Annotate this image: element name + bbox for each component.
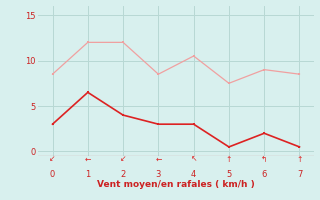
Text: ↰: ↰ (261, 155, 268, 164)
X-axis label: Vent moyen/en rafales ( km/h ): Vent moyen/en rafales ( km/h ) (97, 180, 255, 189)
Text: ↙: ↙ (120, 155, 126, 164)
Text: ↑: ↑ (226, 155, 232, 164)
Text: ↖: ↖ (190, 155, 197, 164)
Text: ←: ← (84, 155, 91, 164)
Text: ↙: ↙ (49, 155, 56, 164)
Text: ←: ← (155, 155, 162, 164)
Text: ↑: ↑ (296, 155, 303, 164)
